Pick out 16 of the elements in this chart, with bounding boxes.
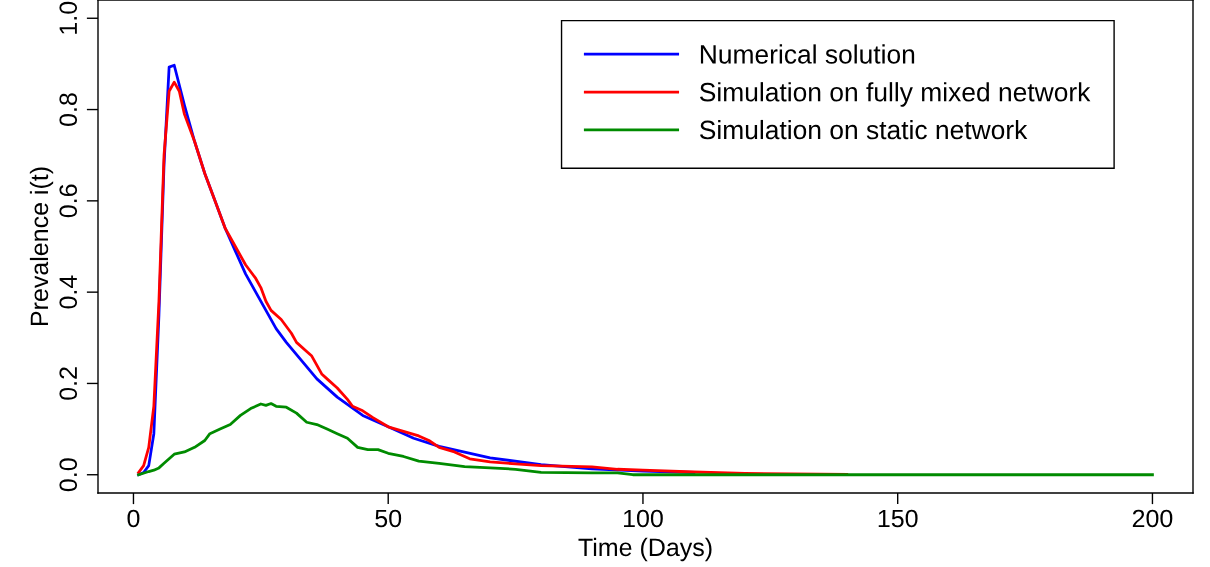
x-tick-label: 200 <box>1132 509 1173 528</box>
x-tick-label: 0 <box>127 509 140 528</box>
x-axis-title: Time (Days) <box>578 537 712 562</box>
y-tick-label: 0.0 <box>59 458 78 492</box>
y-tick-label: 1.0 <box>59 1 78 34</box>
legend-label: Simulation on static network <box>699 119 1028 140</box>
x-tick-label: 50 <box>375 509 402 528</box>
x-tick-label: 100 <box>624 509 663 528</box>
legend-label: Simulation on fully mixed network <box>699 82 1091 107</box>
legend-label: Numerical solution <box>700 44 915 64</box>
y-axis-title: Prevalence i(t) <box>29 167 54 326</box>
y-tick-label: 0.8 <box>59 93 78 126</box>
x-tick-label: 150 <box>878 509 918 528</box>
y-tick-label: 0.2 <box>59 367 78 400</box>
y-tick-label: 0.6 <box>59 184 78 218</box>
y-tick-label: 0.4 <box>59 275 78 309</box>
